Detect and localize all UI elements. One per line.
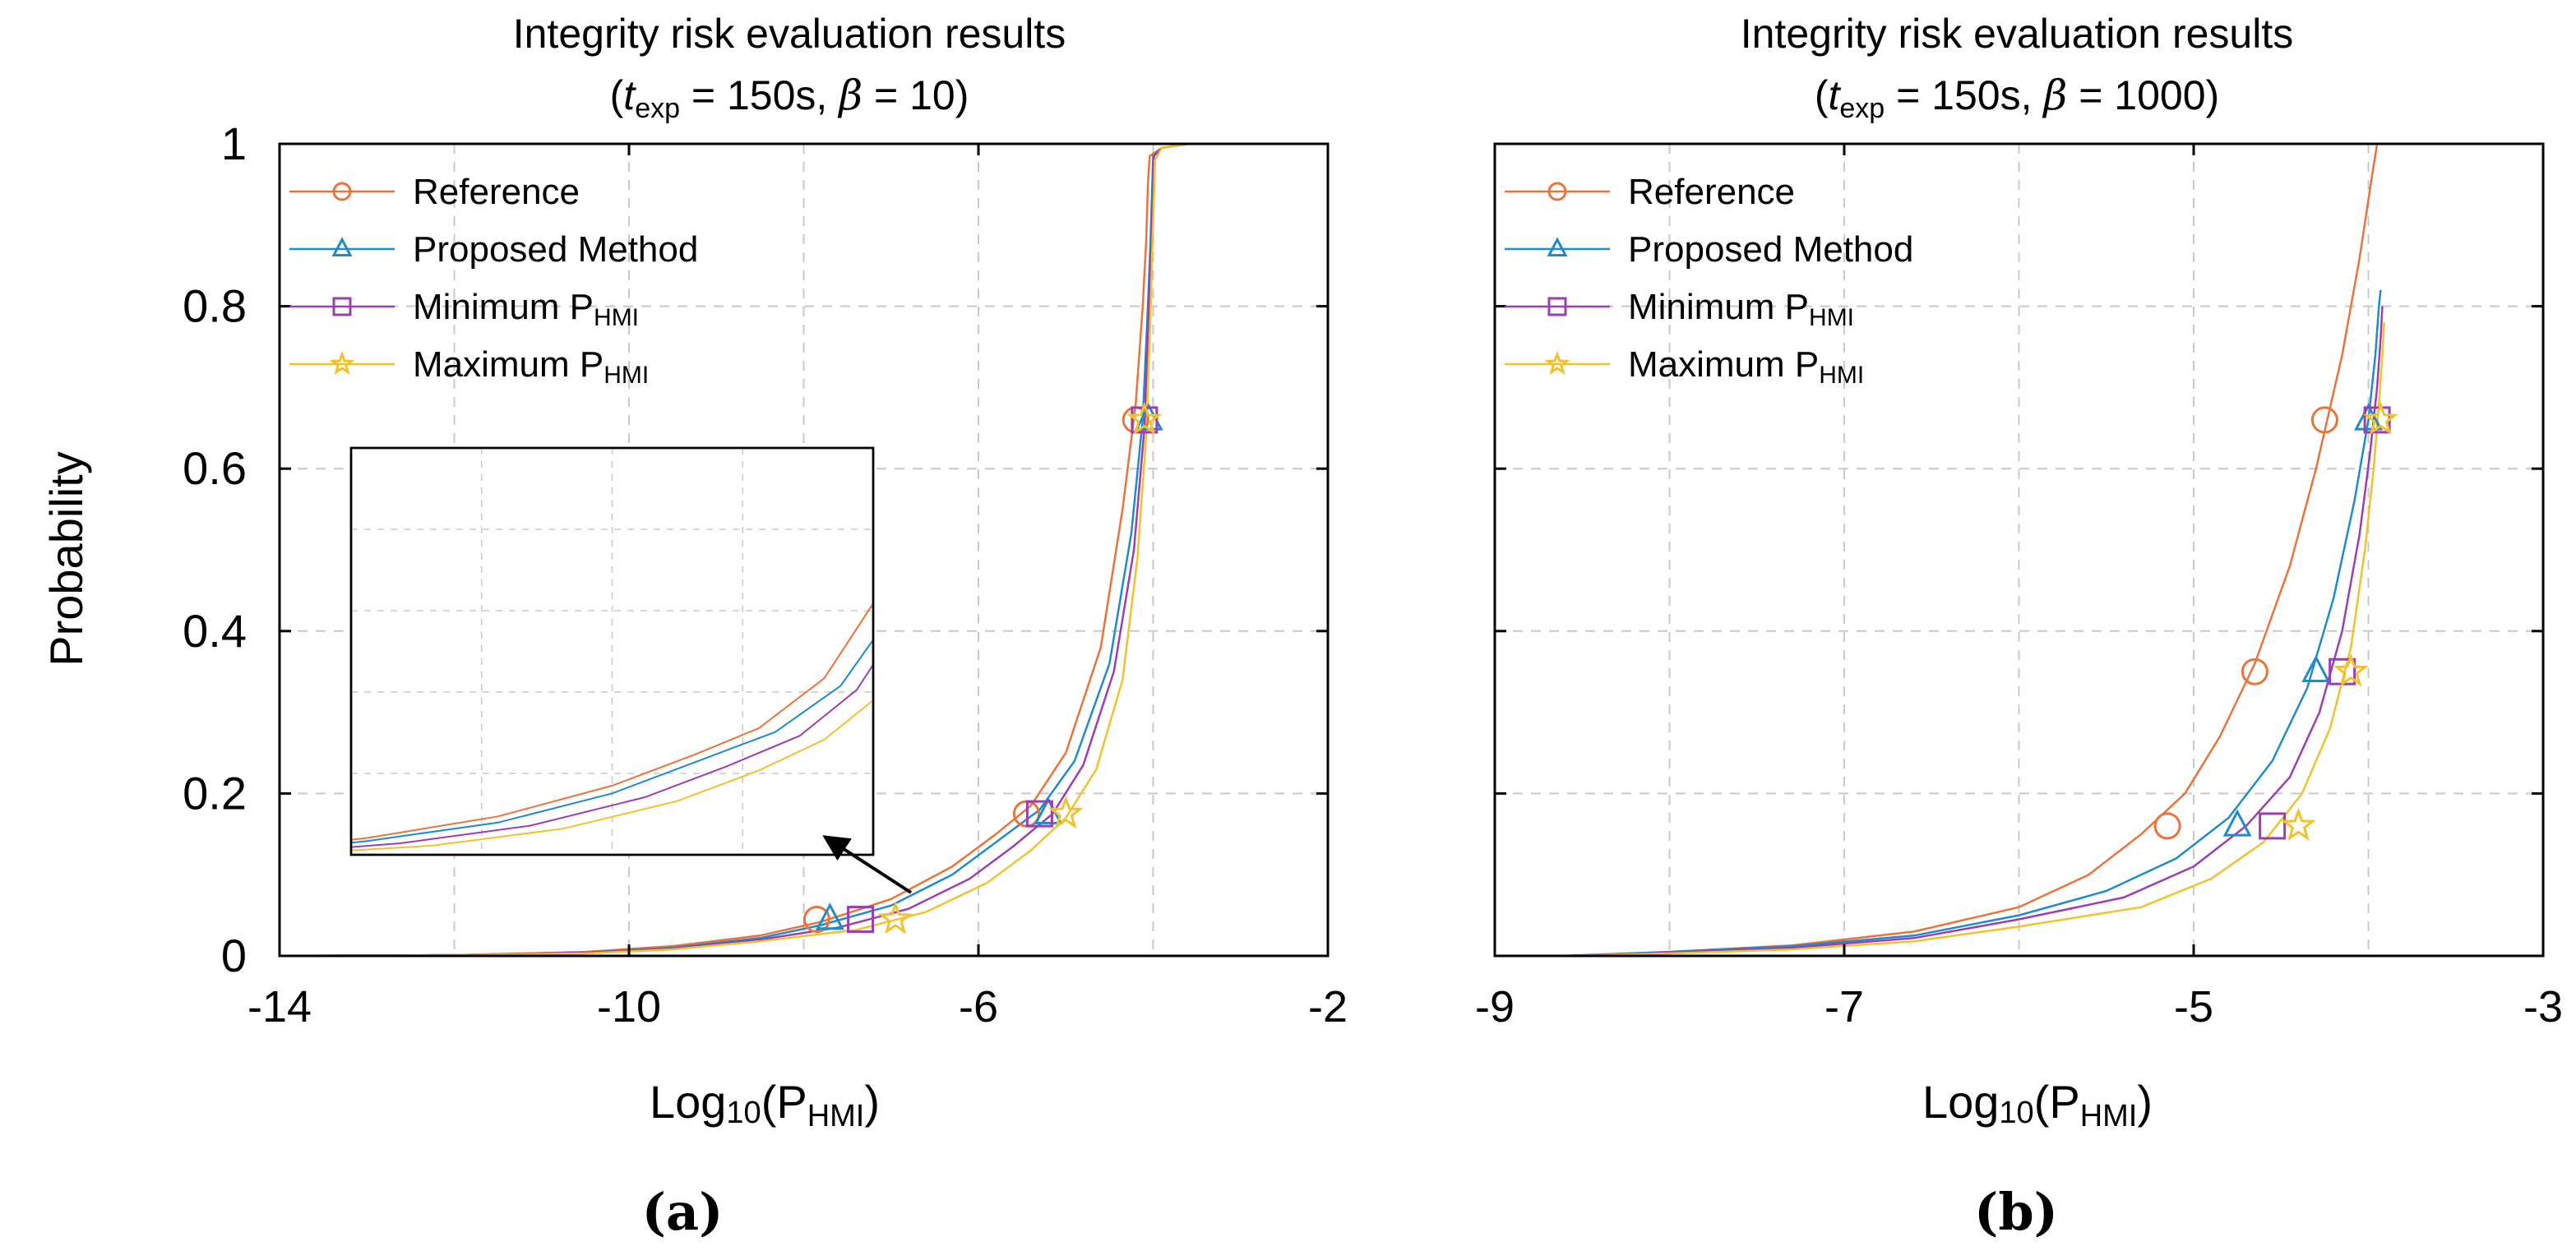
chart-a-ylabel: Probability	[40, 451, 92, 666]
chart-a-inset	[349, 446, 875, 856]
inset-line-reference	[351, 602, 873, 841]
inset-frame	[349, 446, 875, 856]
series-line-proposed	[1564, 289, 2382, 956]
legend-label-minimum: Minimum PHMI	[413, 287, 639, 331]
series-marker-proposed	[2301, 654, 2331, 682]
y-tick-label: 0.2	[183, 767, 247, 819]
y-tick-label: 1	[221, 118, 247, 169]
x-tick-label: -14	[247, 982, 312, 1032]
legend-marker-reference	[332, 182, 352, 201]
y-tick-label: 0.8	[183, 280, 247, 332]
y-tick-label: 0.4	[183, 605, 247, 657]
chart-b-markers	[2153, 401, 2398, 842]
legend-marker-maximum	[329, 350, 355, 376]
series-marker-proposed	[2222, 809, 2252, 837]
panel-label-a: (a)	[642, 1182, 724, 1242]
chart-a-markers	[802, 401, 1163, 935]
series-line-reference	[1564, 144, 2379, 956]
series-marker-maximum	[2281, 807, 2316, 842]
legend-marker-maximum	[1544, 350, 1570, 376]
inset-grid	[351, 448, 873, 855]
chart-b-legend: Reference Proposed Method Minimum PHMI Maxi…	[1505, 172, 1913, 389]
x-tick-label: -10	[597, 982, 661, 1032]
chart-b-plot-frame	[1493, 142, 2545, 958]
series-marker-maximum	[2363, 401, 2398, 436]
legend-label-reference: Reference	[1628, 172, 1795, 212]
x-tick-label: -5	[2174, 982, 2213, 1032]
chart-b-title-line1: Integrity risk evaluation results	[1741, 11, 2294, 57]
panel-label-b: (b)	[1974, 1182, 2058, 1242]
chart-b-ticks: -9 -7 -5 -3	[1475, 142, 2563, 1032]
chart-a-ticks: -14 -10 -6 -2 0 0.2 0.4 0.6 0.8 1	[183, 118, 1348, 1032]
inset-pointer-arrow	[822, 835, 913, 894]
legend-marker-minimum	[1547, 297, 1567, 316]
inset-line-minimum	[351, 662, 873, 848]
chart-a-title-line2: (texp = 150s, β = 10)	[610, 72, 969, 124]
series-marker-maximum	[2333, 653, 2369, 687]
x-tick-label: -7	[1824, 982, 1864, 1032]
chart-a-series	[280, 144, 1189, 956]
chart-panel-b: Integrity risk evaluation results (texp …	[1475, 11, 2563, 1242]
legend-label-proposed: Proposed Method	[1628, 229, 1913, 270]
legend-marker-reference	[1547, 182, 1567, 201]
x-tick-label: -6	[959, 982, 998, 1032]
series-marker-maximum	[1048, 795, 1084, 829]
inset-line-maximum	[351, 699, 873, 852]
chart-panel-a: Integrity risk evaluation results (texp …	[40, 11, 1348, 1242]
series-marker-reference	[2241, 658, 2268, 685]
series-marker-reference	[802, 906, 830, 934]
y-tick-label: 0	[221, 930, 247, 981]
inset-series	[351, 602, 873, 852]
series-marker-reference	[2310, 406, 2338, 434]
inset-line-proposed	[351, 638, 873, 844]
legend-marker-proposed	[331, 237, 353, 256]
series-marker-proposed	[815, 902, 844, 930]
series-line-reference	[280, 144, 1189, 956]
chart-a-title-line1: Integrity risk evaluation results	[513, 11, 1066, 57]
x-tick-label: -2	[1308, 982, 1348, 1032]
chart-a-grid	[280, 144, 1328, 956]
legend-label-maximum: Maximum PHMI	[1628, 344, 1864, 389]
chart-a-legend: Reference Proposed Method Minimum PHMI Maxi…	[289, 172, 698, 389]
legend-marker-proposed	[1547, 237, 1568, 256]
series-marker-minimum	[1025, 800, 1053, 828]
x-tick-label: -9	[1475, 982, 1515, 1032]
series-marker-reference	[2153, 812, 2181, 840]
series-marker-maximum	[1126, 401, 1163, 436]
series-marker-minimum	[2259, 812, 2287, 840]
series-marker-proposed	[2354, 403, 2383, 431]
x-tick-label: -3	[2523, 982, 2563, 1032]
legend-label-proposed: Proposed Method	[413, 229, 698, 270]
chart-a-xlabel: Log10(PHMI)	[650, 1076, 880, 1133]
series-marker-maximum	[877, 901, 913, 935]
chart-b-xlabel: Log10(PHMI)	[1922, 1076, 2153, 1133]
series-line-maximum	[280, 144, 1189, 956]
legend-label-maximum: Maximum PHMI	[413, 344, 649, 389]
series-line-maximum	[1564, 322, 2385, 956]
series-marker-minimum	[847, 906, 875, 934]
legend-marker-minimum	[332, 297, 352, 316]
chart-b-title-line2: (texp = 150s, β = 1000)	[1815, 72, 2219, 124]
y-tick-label: 0.6	[183, 442, 247, 494]
legend-label-minimum: Minimum PHMI	[1628, 287, 1854, 331]
chart-a-plot-frame	[278, 142, 1330, 958]
legend-label-reference: Reference	[413, 172, 580, 212]
